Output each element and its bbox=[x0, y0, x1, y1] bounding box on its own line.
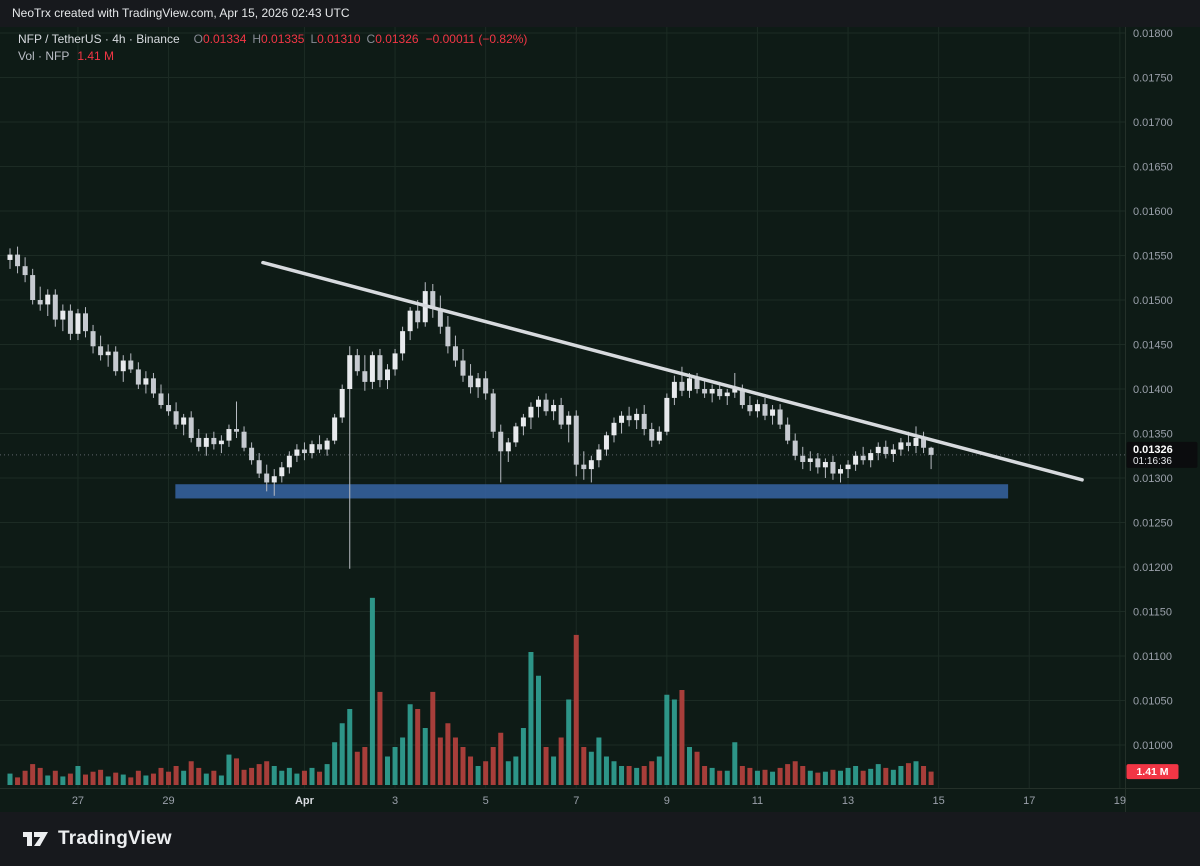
time-tick-label: 9 bbox=[664, 795, 670, 807]
change-value: −0.00011 (−0.82%) bbox=[425, 32, 528, 46]
support-zone-drawing[interactable] bbox=[175, 484, 1009, 499]
price-tick-label: 0.01350 bbox=[1133, 429, 1173, 441]
time-tick-label: 15 bbox=[933, 795, 945, 807]
price-tick-label: 0.01100 bbox=[1133, 651, 1172, 663]
price-tick-label: 0.01700 bbox=[1133, 117, 1173, 129]
footer-bar: TradingView bbox=[0, 812, 1200, 866]
tradingview-logo[interactable]: TradingView bbox=[22, 828, 172, 850]
chart-pane-background bbox=[0, 27, 1200, 812]
last-volume-badge: 1.41 M bbox=[1126, 764, 1179, 780]
price-tick-label: 0.01200 bbox=[1133, 562, 1173, 574]
last-price-value: 0.01326 bbox=[1133, 444, 1173, 456]
price-tick-label: 0.01150 bbox=[1133, 607, 1172, 619]
volume-indicator-value: 1.41 M bbox=[77, 49, 115, 63]
price-tick-label: 0.01450 bbox=[1133, 340, 1173, 352]
price-axis[interactable]: 0.01000 bbox=[1133, 740, 1173, 752]
descending-trendline-drawing[interactable] bbox=[261, 260, 1084, 482]
candles-layer bbox=[7, 246, 934, 569]
price-tick-label: 0.01750 bbox=[1133, 73, 1173, 85]
time-tick-label: Apr bbox=[295, 795, 315, 807]
price-tick-label: 0.01000 bbox=[1133, 740, 1173, 752]
time-tick-label: 5 bbox=[483, 795, 489, 807]
open-value: 0.01334 bbox=[202, 32, 247, 46]
price-tick-label: 0.01400 bbox=[1133, 384, 1173, 396]
time-tick-label: 11 bbox=[752, 795, 763, 807]
time-tick-label: 29 bbox=[162, 795, 174, 807]
close-value: 0.01326 bbox=[375, 32, 419, 46]
low-label: L bbox=[310, 32, 318, 46]
time-tick-label: 3 bbox=[392, 795, 398, 807]
price-tick-label: 0.01600 bbox=[1133, 206, 1173, 218]
last-volume-value: 1.41 M bbox=[1136, 766, 1168, 778]
high-value: 0.01335 bbox=[261, 32, 305, 46]
chart-legend: NFP / TetherUS · 4h · Binance O0.01334 H0.… bbox=[18, 31, 527, 65]
share-header: NeoTrx created with TradingView.com, Apr… bbox=[0, 0, 1200, 27]
volume-indicator-label[interactable]: Vol · NFP bbox=[18, 49, 70, 63]
time-tick-label: 17 bbox=[1023, 795, 1035, 807]
price-tick-label: 0.01500 bbox=[1133, 295, 1173, 307]
price-tick-label: 0.01650 bbox=[1133, 162, 1173, 174]
bar-countdown-value: 01:16:36 bbox=[1133, 456, 1172, 467]
price-tick-label: 0.01300 bbox=[1133, 473, 1173, 485]
time-tick-label: 27 bbox=[72, 795, 84, 807]
tradingview-mark-icon bbox=[23, 832, 48, 846]
high-label: H bbox=[252, 32, 262, 46]
symbol-title[interactable]: NFP / TetherUS · 4h · Binance bbox=[18, 32, 180, 46]
price-tick-label: 0.01250 bbox=[1133, 518, 1173, 530]
tradingview-logo-text: TradingView bbox=[58, 828, 172, 849]
volume-bars-layer bbox=[7, 597, 934, 785]
time-tick-label: 7 bbox=[573, 795, 579, 807]
price-tick-label: 0.01550 bbox=[1133, 251, 1173, 263]
price-tick-label: 0.01050 bbox=[1133, 696, 1173, 708]
time-tick-label: 13 bbox=[842, 795, 854, 807]
low-value: 0.01310 bbox=[317, 32, 361, 46]
close-label: C bbox=[366, 32, 376, 46]
grid-lines bbox=[0, 27, 1125, 788]
price-tick-label: 0.01800 bbox=[1133, 28, 1173, 40]
watermark-text: NeoTrx created with TradingView.com, Apr… bbox=[12, 6, 350, 20]
time-tick-label: 19 bbox=[1114, 795, 1126, 807]
time-axis[interactable]: 27 29 Apr 3 5 7 9 11 13 15 17 19 bbox=[72, 795, 1126, 807]
open-label: O bbox=[193, 32, 203, 46]
